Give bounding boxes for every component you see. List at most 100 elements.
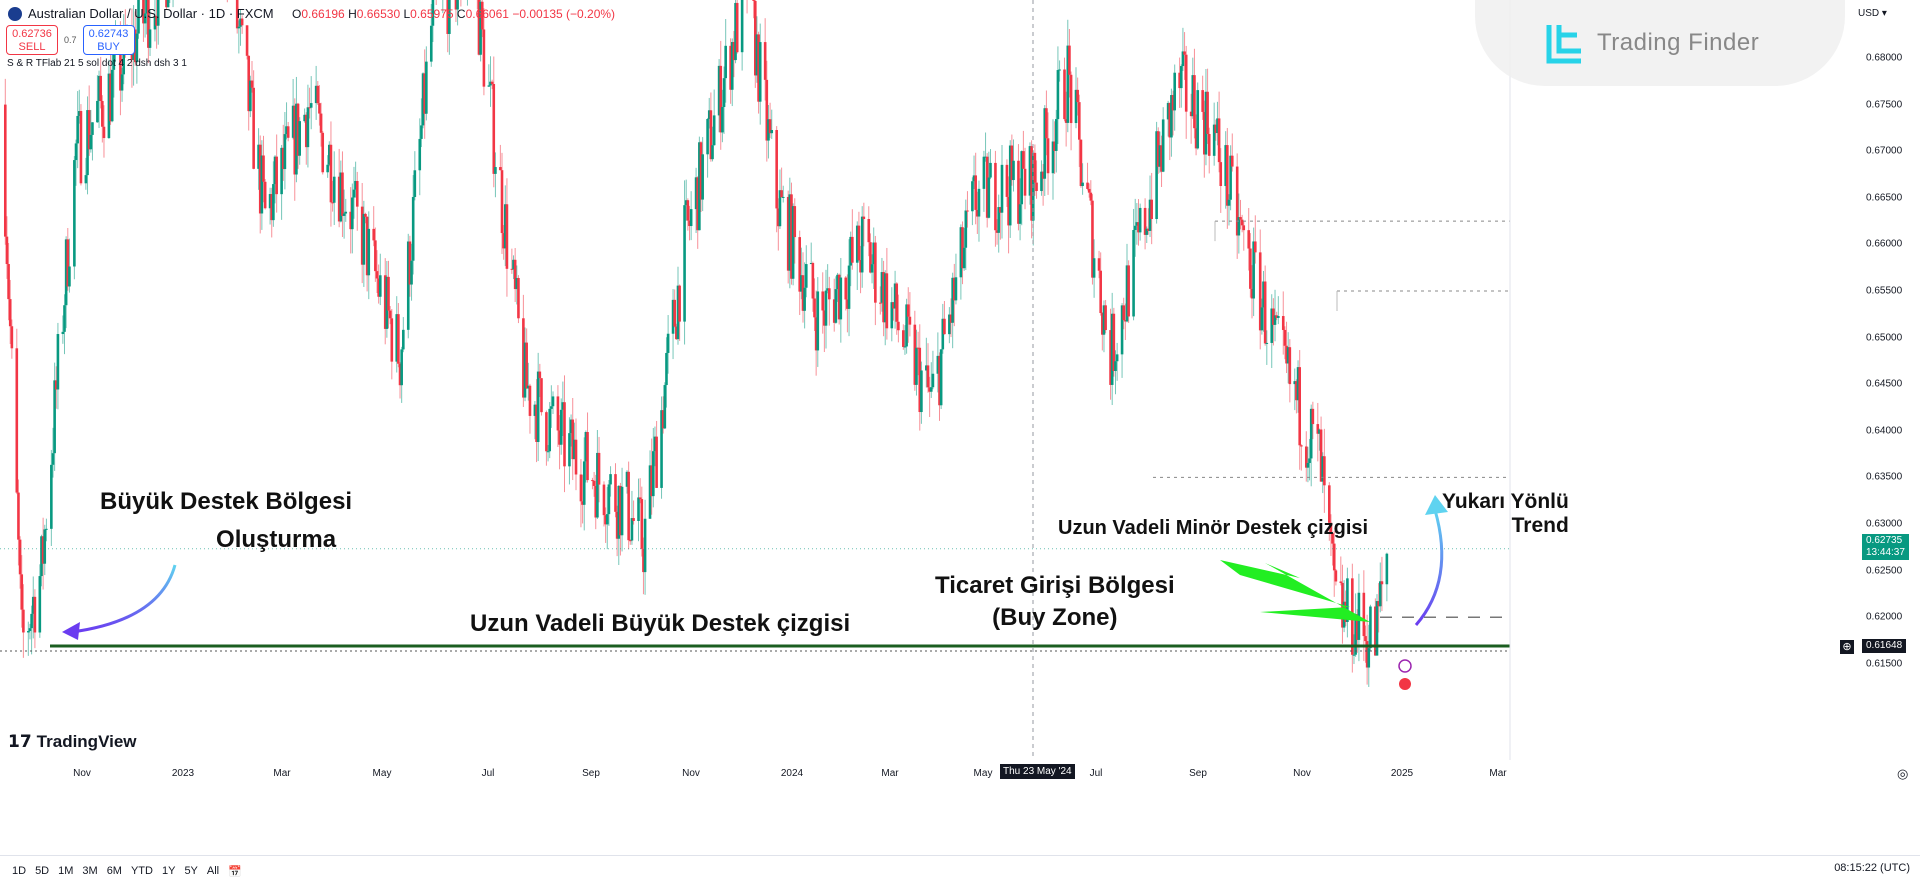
settings-icon[interactable]: ◎ xyxy=(1897,766,1909,781)
candle xyxy=(494,152,497,198)
candle xyxy=(781,185,785,203)
candle xyxy=(778,169,782,229)
calendar-icon[interactable]: 📅 xyxy=(228,865,242,878)
candle xyxy=(1296,360,1300,413)
candle xyxy=(1229,145,1232,211)
candle xyxy=(268,187,272,225)
candle xyxy=(648,450,652,519)
candle xyxy=(499,144,502,171)
candle xyxy=(1041,163,1045,206)
candle xyxy=(605,487,609,550)
candle xyxy=(1179,64,1183,108)
range-button-all[interactable]: All xyxy=(206,865,220,877)
candle xyxy=(1054,109,1058,173)
candle xyxy=(285,102,288,140)
candle xyxy=(91,122,94,161)
candle xyxy=(237,20,241,54)
candle xyxy=(915,329,918,396)
candle xyxy=(489,56,492,107)
candle xyxy=(1066,19,1070,133)
candle xyxy=(813,278,816,332)
candle xyxy=(505,178,509,297)
range-button-1d[interactable]: 1D xyxy=(12,865,27,877)
candle xyxy=(752,0,755,19)
candle xyxy=(319,102,323,147)
candle xyxy=(397,303,400,368)
candle xyxy=(1253,215,1257,264)
candle xyxy=(1156,127,1160,174)
candle xyxy=(573,422,576,460)
candle xyxy=(1293,368,1297,411)
candle xyxy=(352,166,356,219)
add-alert-icon[interactable]: ⊕ xyxy=(1840,640,1854,654)
candle xyxy=(1328,482,1331,541)
candle xyxy=(1168,102,1172,161)
candle xyxy=(793,198,797,264)
range-button-6m[interactable]: 6M xyxy=(106,865,122,877)
candle xyxy=(54,366,58,409)
candle xyxy=(1227,194,1231,226)
candle xyxy=(378,253,382,306)
candle xyxy=(1283,326,1287,360)
candle xyxy=(1086,162,1089,191)
candle xyxy=(1178,57,1181,108)
candle xyxy=(364,212,367,224)
candle xyxy=(620,467,624,552)
candle xyxy=(1295,379,1298,414)
candle xyxy=(260,140,264,230)
range-button-5d[interactable]: 5D xyxy=(35,865,50,877)
sell-button[interactable]: 0.62736 SELL xyxy=(6,25,58,55)
candle xyxy=(609,466,612,497)
range-button-3m[interactable]: 3M xyxy=(82,865,98,877)
candle xyxy=(1173,64,1176,131)
candle xyxy=(1138,203,1142,241)
candle xyxy=(989,149,992,180)
candle xyxy=(665,337,668,408)
range-button-1m[interactable]: 1M xyxy=(58,865,74,877)
candle xyxy=(746,0,748,14)
candle xyxy=(1230,133,1234,172)
time-tick: May xyxy=(973,768,993,779)
candle xyxy=(936,332,940,393)
range-button-1y[interactable]: 1Y xyxy=(161,865,176,877)
candle xyxy=(1181,27,1185,71)
candle xyxy=(798,230,801,316)
candle xyxy=(849,231,852,287)
support-price-tag: 0.61648 xyxy=(1862,639,1907,653)
candle xyxy=(732,30,736,78)
candle xyxy=(1115,342,1119,381)
candle xyxy=(1380,556,1384,612)
candle xyxy=(809,242,813,265)
candle xyxy=(706,117,709,178)
currency-select[interactable]: USD ▾ xyxy=(1858,8,1887,19)
candle xyxy=(1020,150,1024,226)
range-button-ytd[interactable]: YTD xyxy=(130,865,153,877)
price-tick: 0.65000 xyxy=(1866,332,1903,344)
candle xyxy=(1074,67,1078,129)
candle xyxy=(332,151,336,226)
candle xyxy=(568,417,571,485)
candle xyxy=(591,477,594,490)
candle xyxy=(1145,226,1149,244)
candle xyxy=(1076,77,1079,116)
buy-button[interactable]: 0.62743 BUY xyxy=(82,25,135,55)
candle xyxy=(86,96,89,195)
candle xyxy=(1170,88,1173,157)
time-tick: Nov xyxy=(73,768,91,779)
watermark-logo: Trading Finder xyxy=(1475,0,1845,86)
candle xyxy=(995,219,999,245)
price-tick: 0.63500 xyxy=(1866,471,1903,483)
range-button-5y[interactable]: 5Y xyxy=(184,865,198,877)
time-tick: 2025 xyxy=(1390,768,1414,779)
candle xyxy=(997,194,1001,253)
candle xyxy=(1120,303,1124,378)
indicator-legend[interactable]: S & R TFlab 21 5 sol dot 4 2 dsh dsh 3 1 xyxy=(7,58,187,69)
candle xyxy=(683,180,686,345)
candle xyxy=(642,537,645,595)
symbol-header[interactable]: Australian Dollar / U.S. Dollar · 1D · F… xyxy=(8,6,274,21)
candle xyxy=(367,211,371,300)
candle xyxy=(1127,260,1130,323)
candle xyxy=(365,216,369,292)
candle xyxy=(280,144,283,220)
